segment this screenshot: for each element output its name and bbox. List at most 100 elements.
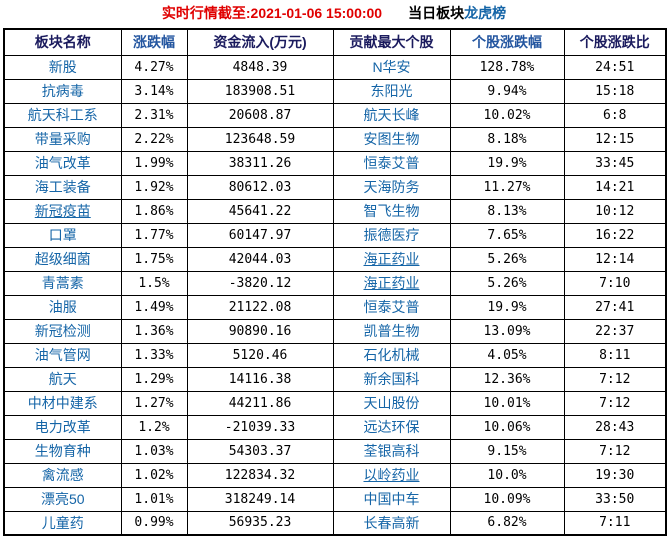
top-stock-link[interactable]: 天山股份 [332,390,451,416]
header-sector-name[interactable]: 板块名称 [3,28,122,56]
sector-leaderboard-table: 板块名称 涨跌幅 资金流入(万元) 贡献最大个股 个股涨跌幅 个股涨跌比 新股 … [3,28,667,536]
header-capital-inflow[interactable]: 资金流入(万元) [186,28,334,56]
header-top-stock[interactable]: 贡献最大个股 [332,28,451,56]
top-stock-link[interactable]: 以岭药业 [332,462,451,488]
table-row: 儿童药 0.99% 56935.23 长春高新 6.82% 7:11 [3,510,667,536]
top-stock-link[interactable]: 安图生物 [332,126,451,152]
stock-change-value: 10.06% [449,414,565,440]
rise-fall-ratio-value: 33:45 [563,150,667,176]
capital-inflow-value: 44211.86 [186,390,334,416]
sector-name-link[interactable]: 海工装备 [3,174,122,200]
sector-name-link[interactable]: 中材中建系 [3,390,122,416]
sector-change-value: 1.03% [120,438,188,464]
sector-name-link[interactable]: 航天 [3,366,122,392]
top-stock-link[interactable]: 海正药业 [332,246,451,272]
rise-fall-ratio-value: 7:12 [563,438,667,464]
sector-change-value: 1.02% [120,462,188,488]
capital-inflow-value: 123648.59 [186,126,334,152]
sector-name-link[interactable]: 油服 [3,294,122,320]
top-stock-link[interactable]: N华安 [332,54,451,80]
top-stock-link[interactable]: 恒泰艾普 [332,150,451,176]
stock-change-value: 9.94% [449,78,565,104]
sector-change-value: 4.27% [120,54,188,80]
header-rise-fall-ratio[interactable]: 个股涨跌比 [563,28,667,56]
sector-name-link[interactable]: 航天科工系 [3,102,122,128]
top-stock-link[interactable]: 长春高新 [332,510,451,536]
sector-change-value: 1.36% [120,318,188,344]
top-stock-link[interactable]: 石化机械 [332,342,451,368]
stock-change-value: 10.01% [449,390,565,416]
capital-inflow-value: 90890.16 [186,318,334,344]
top-stock-link[interactable]: 智飞生物 [332,198,451,224]
header-stock-change[interactable]: 个股涨跌幅 [449,28,565,56]
top-stock-link[interactable]: 振德医疗 [332,222,451,248]
rise-fall-ratio-value: 14:21 [563,174,667,200]
capital-inflow-value: 183908.51 [186,78,334,104]
sector-name-link[interactable]: 新冠疫苗 [3,198,122,224]
capital-inflow-value: 60147.97 [186,222,334,248]
stock-change-value: 10.09% [449,486,565,512]
table-row: 口罩 1.77% 60147.97 振德医疗 7.65% 16:22 [3,222,667,248]
sector-name-link[interactable]: 油气改革 [3,150,122,176]
top-stock-link[interactable]: 东阳光 [332,78,451,104]
dragon-tiger-link[interactable]: 龙虎榜 [464,5,507,21]
sector-name-link[interactable]: 漂亮50 [3,486,122,512]
top-stock-link[interactable]: 凯普生物 [332,318,451,344]
rise-fall-ratio-value: 27:41 [563,294,667,320]
table-row: 新股 4.27% 4848.39 N华安 128.78% 24:51 [3,54,667,80]
sector-name-link[interactable]: 电力改革 [3,414,122,440]
sector-name-link[interactable]: 口罩 [3,222,122,248]
rise-fall-ratio-value: 33:50 [563,486,667,512]
stock-change-value: 8.13% [449,198,565,224]
sector-name-link[interactable]: 禽流感 [3,462,122,488]
top-stock-link[interactable]: 恒泰艾普 [332,294,451,320]
sector-name-link[interactable]: 抗病毒 [3,78,122,104]
top-stock-link[interactable]: 新余国科 [332,366,451,392]
sector-change-value: 2.22% [120,126,188,152]
table-row: 新冠检测 1.36% 90890.16 凯普生物 13.09% 22:37 [3,318,667,344]
table-row: 油气管网 1.33% 5120.46 石化机械 4.05% 8:11 [3,342,667,368]
top-stock-link[interactable]: 中国中车 [332,486,451,512]
top-stock-link[interactable]: 荃银高科 [332,438,451,464]
top-stock-link[interactable]: 航天长峰 [332,102,451,128]
table-row: 油服 1.49% 21122.08 恒泰艾普 19.9% 27:41 [3,294,667,320]
capital-inflow-value: 38311.26 [186,150,334,176]
top-stock-link[interactable]: 天海防务 [332,174,451,200]
stock-change-value: 9.15% [449,438,565,464]
capital-inflow-value: 80612.03 [186,174,334,200]
sector-change-value: 1.01% [120,486,188,512]
stock-change-value: 5.26% [449,270,565,296]
table-row: 电力改革 1.2% -21039.33 远达环保 10.06% 28:43 [3,414,667,440]
stock-change-value: 19.9% [449,150,565,176]
sector-name-link[interactable]: 新股 [3,54,122,80]
rise-fall-ratio-value: 19:30 [563,462,667,488]
capital-inflow-value: 318249.14 [186,486,334,512]
sector-name-link[interactable]: 青蒿素 [3,270,122,296]
sector-name-link[interactable]: 生物育种 [3,438,122,464]
top-stock-link[interactable]: 海正药业 [332,270,451,296]
sector-name-link[interactable]: 油气管网 [3,342,122,368]
capital-inflow-value: 45641.22 [186,198,334,224]
stock-change-value: 10.02% [449,102,565,128]
stock-change-value: 128.78% [449,54,565,80]
rise-fall-ratio-value: 28:43 [563,414,667,440]
sector-change-value: 1.2% [120,414,188,440]
table-row: 禽流感 1.02% 122834.32 以岭药业 10.0% 19:30 [3,462,667,488]
table-row: 超级细菌 1.75% 42044.03 海正药业 5.26% 12:14 [3,246,667,272]
stock-change-value: 11.27% [449,174,565,200]
capital-inflow-value: 5120.46 [186,342,334,368]
sector-name-link[interactable]: 新冠检测 [3,318,122,344]
rise-fall-ratio-value: 7:12 [563,390,667,416]
top-stock-link[interactable]: 远达环保 [332,414,451,440]
header-change-percent[interactable]: 涨跌幅 [120,28,188,56]
capital-inflow-value: 42044.03 [186,246,334,272]
capital-inflow-value: -21039.33 [186,414,334,440]
sector-name-link[interactable]: 超级细菌 [3,246,122,272]
table-row: 带量采购 2.22% 123648.59 安图生物 8.18% 12:15 [3,126,667,152]
rise-fall-ratio-value: 22:37 [563,318,667,344]
header-row: 板块名称 涨跌幅 资金流入(万元) 贡献最大个股 个股涨跌幅 个股涨跌比 [3,28,667,56]
rise-fall-ratio-value: 12:15 [563,126,667,152]
sector-change-value: 1.75% [120,246,188,272]
sector-name-link[interactable]: 儿童药 [3,510,122,536]
sector-name-link[interactable]: 带量采购 [3,126,122,152]
